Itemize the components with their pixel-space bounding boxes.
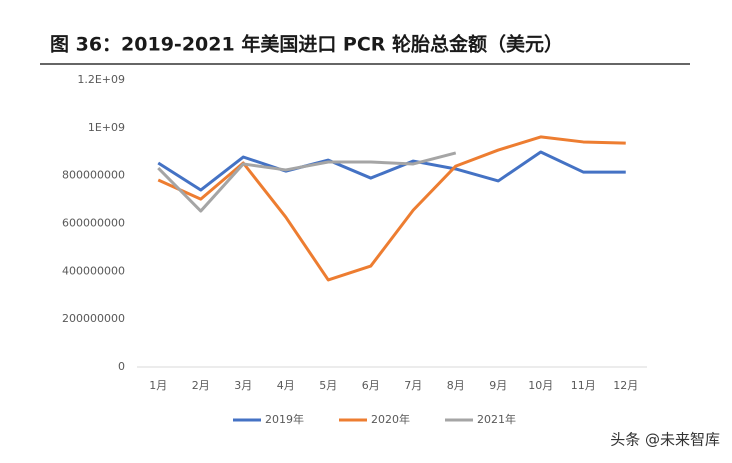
y-tick-label: 600000000 <box>62 217 125 230</box>
x-tick-label: 7月 <box>404 379 422 392</box>
x-tick-label: 11月 <box>571 379 596 392</box>
x-tick-label: 12月 <box>613 379 638 392</box>
y-tick-label: 1.2E+09 <box>77 73 125 86</box>
legend-label: 2020年 <box>371 412 410 426</box>
x-tick-label: 3月 <box>234 379 252 392</box>
y-tick-label: 200000000 <box>62 312 125 325</box>
x-tick-label: 6月 <box>362 379 380 392</box>
y-tick-label: 400000000 <box>62 264 125 277</box>
x-tick-label: 2月 <box>192 379 210 392</box>
y-tick-label: 1E+09 <box>88 121 125 134</box>
x-tick-label: 1月 <box>149 379 167 392</box>
chart-title: 图 36：2019-2021 年美国进口 PCR 轮胎总金额（美元） <box>50 33 563 56</box>
legend-label: 2019年 <box>265 412 304 426</box>
y-tick-label: 800000000 <box>62 169 125 182</box>
series-line <box>157 150 626 192</box>
legend-label: 2021年 <box>477 412 516 426</box>
y-tick-label: 0 <box>118 360 125 373</box>
x-tick-label: 4月 <box>277 379 295 392</box>
series-line <box>157 135 626 282</box>
series-line <box>157 151 457 213</box>
x-tick-label: 10月 <box>528 379 553 392</box>
x-tick-label: 8月 <box>447 379 465 392</box>
x-tick-label: 9月 <box>489 379 507 392</box>
watermark: 头条 @未来智库 <box>610 431 720 449</box>
x-tick-label: 5月 <box>319 379 337 392</box>
